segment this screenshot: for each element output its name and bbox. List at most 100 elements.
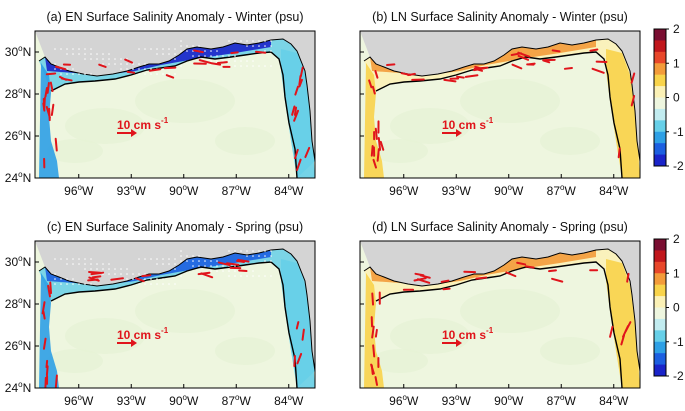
x-tick-label: 84oW [274,183,304,198]
colorbar-tick-label: -1 [673,335,684,349]
x-tick-label: 96oW [389,183,419,198]
coastline [363,248,640,372]
land [35,31,315,161]
x-tick-label: 87oW [222,393,252,408]
colorbar-swatch [654,40,666,53]
colorbar-swatch [654,353,666,366]
y-tick-label: 28oN [5,296,31,311]
map-frame [34,240,316,389]
panel-title: (c) EN Surface Salinity Anomaly - Spring… [47,220,303,234]
colorbar-swatch [654,273,666,286]
colorbar-swatch [654,318,666,331]
isobath-contour [375,51,623,178]
scale-arrow-label: 10 cm s-1 [117,116,169,132]
colorbar-swatch [654,131,666,144]
x-tick-label: 84oW [274,393,304,408]
colorbar-swatch [654,74,666,87]
x-tick-label: 93oW [442,393,472,408]
map-panel-a: 10 cm s-1 (a) EN Surface Salinity Anomaly… [5,10,316,198]
colorbar-swatch [654,307,666,320]
scale-arrow: 10 cm s-1 [117,116,169,137]
x-tick-label: 87oW [547,393,577,408]
map-frame [359,30,641,179]
colorbar-swatch [654,261,666,274]
land [360,31,640,161]
x-tick-label: 96oW [389,393,419,408]
scale-arrow-label: 10 cm s-1 [442,326,494,342]
isobath-contour [50,51,298,178]
colorbar-swatch [654,97,666,110]
y-tick-label: 26oN [5,128,31,143]
colorbar-swatch [654,51,666,64]
colorbar-tick-label: 2 [673,232,680,246]
coastline [38,248,315,372]
x-tick-label: 87oW [222,183,252,198]
colorbar-swatch [654,330,666,343]
land [360,241,640,371]
x-tick-label: 96oW [64,183,94,198]
x-tick-label: 87oW [547,183,577,198]
scale-arrow: 10 cm s-1 [117,326,169,347]
colorbar-swatch [654,154,666,167]
colorbar-swatch [654,284,666,297]
significance-stipple [54,40,272,75]
colorbar-tick-label: -2 [673,159,684,173]
colorbar-swatch [654,250,666,263]
panel-title: (a) EN Surface Salinity Anomaly - Winter… [46,10,303,24]
isobath-contour [50,261,298,388]
colorbar-swatch [654,143,666,156]
x-tick-label: 84oW [599,393,629,408]
x-tick-label: 84oW [599,183,629,198]
land [35,241,315,371]
east-shelf-anomaly [606,259,640,388]
velocity-vectors [42,49,311,171]
colorbar-swatch [654,86,666,98]
panel-title: (d) LN Surface Salinity Anomaly - Spring… [372,220,628,234]
colorbar-swatch [654,341,666,354]
x-tick-label: 93oW [117,393,147,408]
velocity-vectors [370,261,632,386]
map-panel-c: 10 cm s-1 (c) EN Surface Salinity Anomaly… [5,220,316,408]
east-shelf-anomaly [606,49,640,178]
colorbar-swatch [654,239,666,251]
panel-title: (b) LN Surface Salinity Anomaly - Winter… [372,10,628,24]
y-tick-label: 30oN [5,254,31,269]
colorbar-tick-label: 0 [673,301,680,315]
scale-arrow-label: 10 cm s-1 [117,326,169,342]
colorbar-tick-label: 0 [673,91,680,105]
colorbar: 2 1 0 -1 -2 [653,22,684,173]
map-panel-b: 10 cm s-1 (b) LN Surface Salinity Anomaly… [359,10,641,198]
colorbar-swatch [654,63,666,76]
y-tick-label: 24oN [5,380,31,395]
x-tick-label: 90oW [169,393,199,408]
colorbar: 2 1 0 -1 -2 [653,232,684,383]
colorbar-tick-label: -2 [673,369,684,383]
y-tick-label: 30oN [5,44,31,59]
x-tick-label: 96oW [64,393,94,408]
velocity-vectors [368,48,636,169]
map-frame [34,30,316,179]
coastline [38,38,315,162]
y-tick-label: 24oN [5,170,31,185]
x-tick-label: 93oW [442,183,472,198]
x-tick-label: 93oW [117,183,147,198]
colorbar-tick-label: 2 [673,22,680,36]
scale-arrow-label: 10 cm s-1 [442,116,494,132]
scale-arrow: 10 cm s-1 [442,326,494,347]
colorbar-swatch [654,120,666,133]
x-tick-label: 90oW [494,183,524,198]
colorbar-swatch [654,364,666,377]
colorbar-tick-label: -1 [673,125,684,139]
velocity-vectors [41,258,305,388]
x-tick-label: 90oW [169,183,199,198]
colorbar-swatch [654,296,666,308]
west-shelf-anomaly [364,63,384,178]
y-tick-label: 26oN [5,338,31,353]
colorbar-swatch [654,108,666,121]
y-tick-label: 28oN [5,86,31,101]
colorbar-tick-label: 1 [673,56,680,70]
x-tick-label: 90oW [494,393,524,408]
scale-arrow: 10 cm s-1 [442,116,494,137]
map-panel-d: 10 cm s-1 (d) LN Surface Salinity Anomaly… [359,220,641,408]
